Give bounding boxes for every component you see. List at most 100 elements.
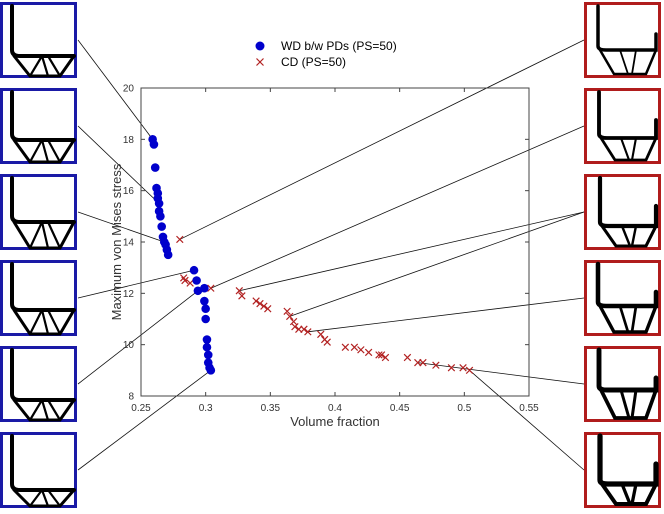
legend-label-cd: CD (PS=50) (281, 55, 346, 69)
cd-point-stroke (291, 322, 299, 331)
topology-stroke (28, 308, 62, 336)
topology-drawing (596, 347, 659, 420)
topology-stroke (28, 220, 62, 250)
wd-point (150, 163, 160, 172)
plot-frame (140, 87, 530, 397)
legend: WD b/w PDs (PS=50) CD (PS=50) (255, 39, 397, 69)
topology-stroke (12, 398, 76, 422)
cd-point-stroke (375, 351, 383, 359)
topology-drawing (10, 434, 76, 508)
cd-point (304, 328, 312, 336)
x-tick-label: 0.4 (328, 403, 342, 414)
cd-point (238, 292, 246, 300)
topology-stroke (12, 220, 76, 250)
topology-drawing (10, 90, 76, 164)
cd-point-stroke (181, 276, 189, 285)
topology-stroke (12, 54, 76, 78)
legend-marker-cd (256, 58, 264, 66)
wd-point (201, 314, 210, 324)
cd-point (252, 297, 260, 305)
topology-drawing (595, 261, 659, 334)
topology-drawing (597, 90, 658, 162)
cd-point-stroke (252, 297, 260, 305)
leader-line-left (77, 211, 165, 243)
topology-stroke (10, 90, 76, 142)
cd-point-stroke (317, 330, 325, 339)
leader-line-right (289, 211, 585, 317)
cd-point-stroke (364, 348, 373, 357)
topology-stroke (619, 49, 637, 75)
topology-stroke (12, 488, 76, 508)
cd-point (357, 346, 365, 354)
y-tick-label: 12 (123, 289, 135, 300)
leader-line-left (77, 370, 212, 471)
cd-point-stroke (264, 305, 272, 313)
cd-point (350, 343, 359, 351)
wd-point (200, 283, 209, 293)
cd-point (432, 361, 440, 369)
topology-drawing (10, 4, 76, 78)
cd-point (375, 351, 383, 359)
cd-point (317, 330, 325, 339)
topology-stroke (12, 138, 76, 164)
topology-drawing (596, 4, 658, 76)
topology-stroke (620, 482, 638, 506)
leader-line-left (77, 269, 195, 299)
cd-point-stroke (176, 235, 184, 244)
leader-line-right (239, 211, 585, 292)
wd-point (163, 250, 173, 260)
cd-point-stroke (447, 364, 456, 372)
wd-point (189, 265, 199, 275)
topology-stroke (598, 304, 658, 334)
inset-leader-lines (77, 39, 585, 471)
cd-point-stroke (256, 299, 264, 308)
y-tick-label: 14 (123, 238, 135, 249)
data-marks (148, 135, 474, 375)
leader-line-right (417, 362, 585, 385)
wd-point (200, 296, 209, 306)
cd-point-stroke (286, 312, 294, 321)
topology-stroke (28, 398, 62, 422)
y-tick-label: 20 (123, 84, 135, 95)
cd-point (283, 307, 291, 316)
cd-point-stroke (323, 338, 331, 346)
x-axis-title: Volume fraction (290, 414, 380, 429)
cd-point-stroke (459, 364, 467, 372)
cd-point (291, 322, 299, 331)
cd-point-stroke (238, 292, 246, 300)
cd-point-stroke (260, 302, 268, 310)
topology-drawing (10, 262, 76, 336)
topology-stroke (619, 136, 638, 162)
cd-point-stroke (300, 325, 308, 333)
cd-point (264, 305, 272, 313)
x-tick-label: 0.55 (519, 403, 539, 414)
cd-point (323, 338, 331, 346)
cd-point-stroke (341, 343, 350, 351)
topology-stroke (28, 488, 62, 508)
cd-point (256, 299, 264, 308)
topology-drawing (10, 348, 76, 422)
cd-point-stroke (377, 351, 386, 359)
cd-point (286, 312, 294, 321)
y-tick-label: 18 (123, 135, 135, 146)
wd-point (202, 342, 212, 352)
topology-stroke (619, 388, 638, 420)
wd-point (156, 212, 165, 221)
legend-label-wd: WD b/w PDs (PS=50) (281, 39, 397, 53)
cd-point-stroke (403, 353, 412, 362)
topology-stroke (28, 138, 62, 164)
cd-point (465, 366, 474, 375)
topology-stroke (618, 304, 638, 334)
wd-point (149, 140, 159, 149)
y-tick-label: 16 (123, 186, 135, 197)
leader-line-right (210, 125, 585, 289)
leader-line-left (77, 125, 160, 204)
wd-point (202, 335, 212, 344)
wd-point (193, 286, 203, 296)
cd-point (459, 364, 467, 372)
topology-drawing (10, 176, 76, 250)
cd-point (381, 353, 390, 362)
x-tick-label: 0.45 (390, 403, 410, 414)
x-tick-label: 0.35 (261, 403, 281, 414)
cd-point (419, 358, 427, 367)
